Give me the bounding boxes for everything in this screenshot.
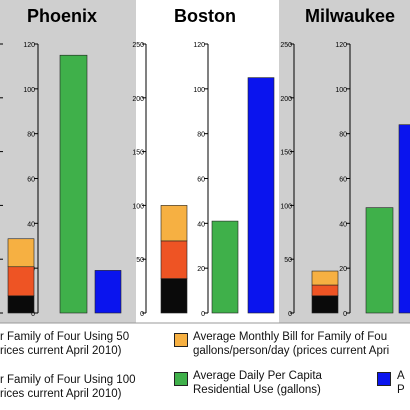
left-tick-label-milwaukee: 0 [288, 311, 292, 318]
legend-bill-50-left-line-2: rices current April 2010) [0, 345, 122, 357]
right-tick-label-boston: 60 [197, 177, 205, 184]
bar-bill-segment-milwaukee [311, 284, 339, 297]
left-tick-label-boston: 0 [140, 311, 144, 318]
legend-per-capita: Average Daily Per Capita Residential Use… [193, 369, 322, 397]
bar-bill-segment-boston [160, 240, 188, 279]
left-tick-label-boston: 250 [132, 42, 144, 49]
legend-third-series: A P [397, 369, 405, 397]
bar-per-capita-phoenix [59, 54, 88, 314]
right-tick-label-milwaukee: 40 [339, 221, 347, 228]
right-tick-label-boston: 120 [193, 42, 205, 49]
bar-per-capita-milwaukee [365, 207, 394, 314]
left-tick-label-milwaukee: 100 [280, 203, 292, 210]
right-tick-label-phoenix: 40 [27, 221, 35, 228]
right-tick-label-boston: 0 [201, 311, 205, 318]
right-tick-label-milwaukee: 80 [339, 132, 347, 139]
left-tick-label-milwaukee: 200 [280, 96, 292, 103]
right-tick-label-milwaukee: 120 [335, 42, 347, 49]
right-tick-label-phoenix: 100 [23, 87, 35, 94]
right-tick-label-milwaukee: 100 [335, 87, 347, 94]
legend-bill-50: Average Monthly Bill for Family of Fou g… [193, 330, 389, 358]
bar-bill-segment-milwaukee [311, 270, 339, 286]
left-tick-label-milwaukee: 250 [280, 42, 292, 49]
legend-bill-50-left-line-1: r Family of Four Using 50 [0, 331, 130, 343]
right-tick-label-phoenix: 0 [31, 311, 35, 318]
right-tick-label-boston: 20 [197, 266, 205, 273]
left-tick-label-milwaukee: 50 [284, 257, 292, 264]
panel-title-phoenix: Phoenix [27, 6, 97, 26]
legend-swatch-per-capita [174, 372, 188, 386]
legend-bill-50-line-1: Average Monthly Bill for Family of Fou [193, 331, 388, 343]
bar-bill-segment-boston [160, 278, 188, 314]
legend-swatch-third-series [377, 372, 391, 386]
right-tick-label-boston: 40 [197, 221, 205, 228]
bar-per-capita-boston [211, 220, 239, 314]
legend-third-series-line-1: A [397, 370, 405, 382]
bar-third-series-boston [247, 77, 275, 314]
bar-bill-segment-milwaukee [311, 295, 339, 314]
left-tick-label-boston: 150 [132, 150, 144, 157]
right-tick-label-boston: 100 [193, 87, 205, 94]
right-tick-label-milwaukee: 60 [339, 177, 347, 184]
panel-title-boston: Boston [174, 6, 236, 26]
left-tick-label-milwaukee: 150 [280, 150, 292, 157]
panel-title-milwaukee: Milwaukee [305, 6, 395, 26]
right-tick-label-milwaukee: 20 [339, 266, 347, 273]
bar-bill-segment-phoenix [7, 266, 35, 297]
legend-third-series-line-2: P [397, 384, 405, 396]
right-tick-label-phoenix: 120 [23, 42, 35, 49]
legend-per-capita-line-2: Residential Use (gallons) [193, 384, 321, 396]
legend-bill-100-left-line-1: r Family of Four Using 100 [0, 374, 136, 386]
legend-swatch-bill-50 [174, 333, 188, 347]
left-tick-label-boston: 50 [136, 257, 144, 264]
right-tick-label-boston: 80 [197, 132, 205, 139]
right-tick-label-milwaukee: 0 [343, 311, 347, 318]
bar-third-series-phoenix [94, 270, 122, 314]
left-tick-label-boston: 100 [132, 203, 144, 210]
bar-bill-segment-boston [160, 205, 188, 242]
right-tick-label-phoenix: 80 [27, 132, 35, 139]
bar-third-series-milwaukee [398, 124, 410, 314]
legend-bill-100-left-line-2: rices current April 2010) [0, 388, 122, 400]
left-tick-label-boston: 200 [132, 96, 144, 103]
bar-bill-segment-phoenix [7, 238, 35, 268]
legend-bill-50-left: r Family of Four Using 50 rices current … [0, 330, 129, 358]
legend-bill-50-line-2: gallons/person/day (prices current Apri [193, 345, 390, 357]
bar-bill-segment-phoenix [7, 295, 35, 314]
legend-per-capita-line-1: Average Daily Per Capita [193, 370, 322, 382]
right-tick-label-phoenix: 60 [27, 177, 35, 184]
legend-bill-100-left: r Family of Four Using 100 rices current… [0, 373, 136, 401]
